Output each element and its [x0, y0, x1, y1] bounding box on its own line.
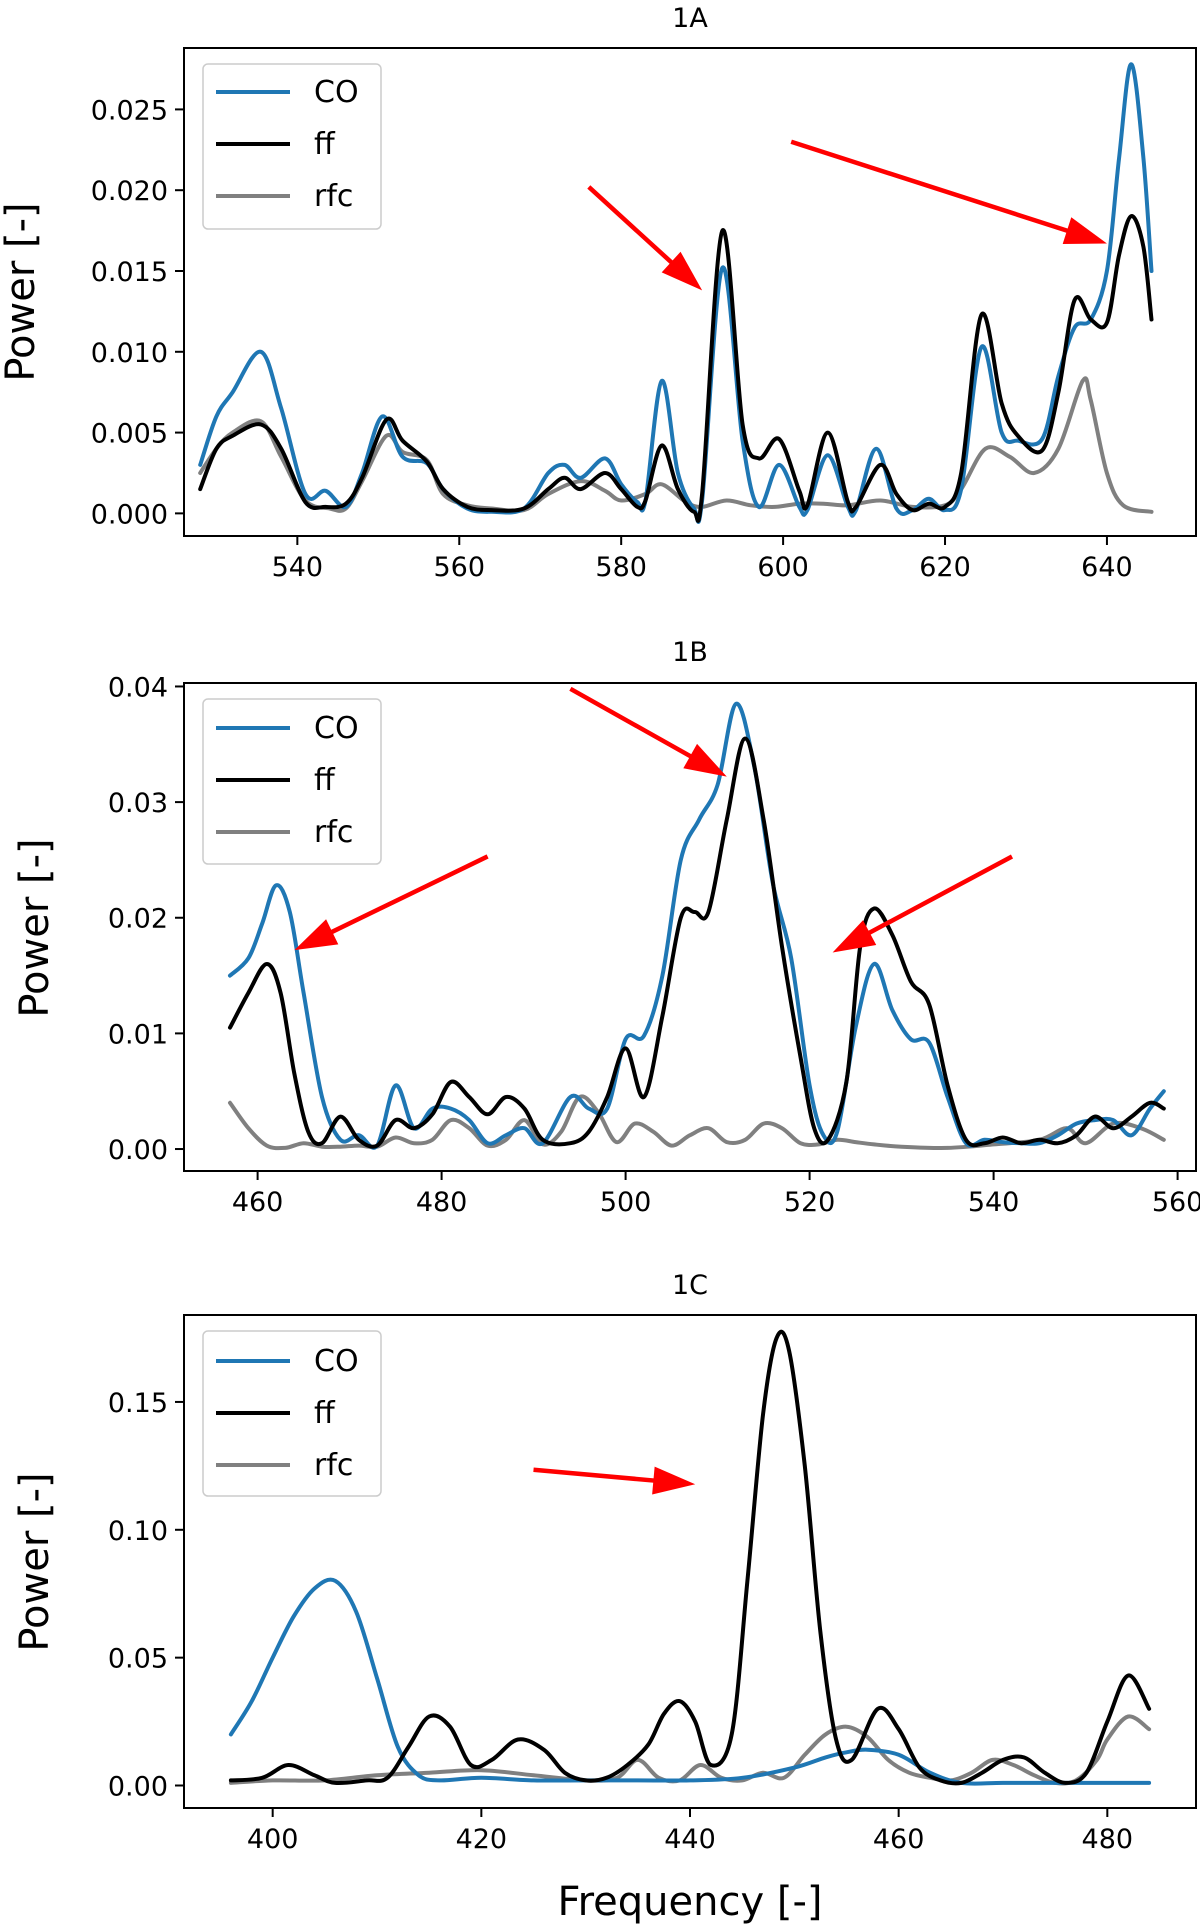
- legend-label-rfc-1a: rfc: [314, 179, 353, 214]
- legend-1c: CO ff rfc: [202, 1330, 382, 1497]
- panel-1b: 1B Power [-] 460 480 500 520 540 560 0.00 0.01…: [12, 637, 1200, 1218]
- y-tick-label-1a: 0.010: [91, 338, 168, 369]
- y-tick-label-1a: 0.005: [91, 419, 168, 450]
- legend-label-rfc-1b: rfc: [314, 815, 353, 850]
- series-line-ff-1a: [198, 214, 1154, 523]
- x-tick-label-1c: 480: [1082, 1824, 1134, 1855]
- legend-label-ff-1a: ff: [314, 127, 336, 162]
- x-tick-label-1c: 400: [247, 1824, 299, 1855]
- y-tick-label-1c: 0.00: [108, 1771, 168, 1802]
- annotation-arrow-head: [683, 743, 727, 777]
- plot-frame-1b: [183, 682, 1197, 1172]
- series-line-rfc-1a: [198, 376, 1154, 514]
- x-tick-label-1a: 560: [433, 552, 485, 583]
- panel-1a: 1A Power [-] 540 560 580 600 620 640 0.0000.0…: [0, 3, 1197, 583]
- x-tick-label-1c: 420: [456, 1824, 508, 1855]
- chart-title-1c: 1C: [672, 1270, 708, 1301]
- annotation-arrow-head: [661, 251, 703, 291]
- y-tick-label-1b: 0.03: [108, 788, 168, 819]
- legend-label-ff-1b: ff: [314, 763, 336, 798]
- series-line-ff-1c: [228, 1329, 1152, 1786]
- x-tick-label-1a: 620: [919, 552, 971, 583]
- y-tick-label-1b: 0.00: [108, 1135, 168, 1166]
- annotation-arrow-shaft: [533, 1467, 656, 1483]
- annotation-arrows-1a: [587, 139, 1107, 291]
- y-tick-label-1b: 0.02: [108, 904, 168, 935]
- y-tick-label-1c: 0.05: [108, 1644, 168, 1675]
- y-tick-label-1a: 0.025: [91, 95, 168, 126]
- y-ticks-1b: 0.00 0.01 0.02 0.03 0.04: [108, 672, 184, 1166]
- y-axis-label-1c: Power [-]: [12, 1472, 58, 1651]
- legend-label-rfc-1c: rfc: [314, 1448, 353, 1483]
- annotation-arrow-head: [1062, 217, 1107, 244]
- x-tick-label-1b: 520: [784, 1187, 836, 1218]
- legend-1b: CO ff rfc: [202, 698, 382, 865]
- x-tick-label-1c: 460: [873, 1824, 925, 1855]
- x-tick-label-1b: 480: [416, 1187, 468, 1218]
- legend-label-co-1c: CO: [314, 1344, 359, 1379]
- y-axis-label-1b: Power [-]: [12, 838, 58, 1017]
- series-lines-1b: [228, 701, 1166, 1151]
- annotation-arrow-shaft: [587, 185, 675, 266]
- legend-box-1c: [202, 1330, 382, 1497]
- annotation-arrow-head: [652, 1466, 696, 1495]
- x-tick-label-1b: 540: [968, 1187, 1020, 1218]
- x-tick-label-1a: 580: [595, 552, 647, 583]
- y-tick-label-1a: 0.000: [91, 499, 168, 530]
- y-axis-label-1a: Power [-]: [0, 202, 44, 381]
- annotation-arrows-1b: [294, 686, 1014, 953]
- x-tick-label-1a: 540: [272, 552, 324, 583]
- annotation-arrow-shaft: [866, 854, 1014, 936]
- annotation-arrow-head: [832, 920, 877, 953]
- legend-label-co-1b: CO: [314, 711, 359, 746]
- annotation-arrow-shaft: [329, 854, 489, 935]
- x-tick-label-1b: 560: [1152, 1187, 1200, 1218]
- series-line-co-1c: [228, 1577, 1152, 1786]
- x-tick-label-1b: 500: [600, 1187, 652, 1218]
- x-tick-label-1a: 600: [757, 552, 809, 583]
- x-tick-label-1a: 640: [1081, 552, 1133, 583]
- legend-box-1a: [202, 63, 382, 230]
- annotation-arrow-shaft: [790, 139, 1070, 234]
- y-ticks-1a: 0.000 0.005 0.010 0.015 0.020 0.025: [91, 95, 184, 530]
- x-tick-label-1c: 440: [664, 1824, 716, 1855]
- plot-frame-1a: [183, 47, 1197, 537]
- y-tick-label-1a: 0.020: [91, 176, 168, 207]
- series-lines-1c: [228, 1329, 1152, 1786]
- legend-label-ff-1c: ff: [314, 1396, 336, 1431]
- chart-title-1b: 1B: [672, 637, 708, 668]
- series-line-rfc-1b: [228, 1094, 1166, 1151]
- y-ticks-1c: 0.00 0.05 0.10 0.15: [108, 1388, 184, 1802]
- legend-label-co-1a: CO: [314, 75, 359, 110]
- x-ticks-1b: 460 480 500 520 540 560: [232, 1171, 1200, 1218]
- x-ticks-1c: 400 420 440 460 480: [247, 1808, 1133, 1855]
- y-tick-label-1a: 0.015: [91, 257, 168, 288]
- annotation-arrow-head: [294, 919, 339, 951]
- x-axis-label-1c: Frequency [-]: [558, 1879, 823, 1925]
- legend-box-1b: [202, 698, 382, 865]
- panel-1c: 1C Power [-] Frequency [-] 400 420 440 460 4…: [12, 1270, 1197, 1925]
- y-tick-label-1c: 0.10: [108, 1516, 168, 1547]
- series-line-ff-1b: [228, 736, 1166, 1149]
- annotation-arrow-shaft: [569, 686, 694, 760]
- y-tick-label-1c: 0.15: [108, 1388, 168, 1419]
- chart-title-1a: 1A: [672, 3, 708, 34]
- x-ticks-1a: 540 560 580 600 620 640: [272, 536, 1133, 583]
- series-line-rfc-1c: [228, 1714, 1152, 1786]
- legend-1a: CO ff rfc: [202, 63, 382, 230]
- series-lines-1a: [198, 62, 1154, 524]
- x-tick-label-1b: 460: [232, 1187, 284, 1218]
- y-tick-label-1b: 0.01: [108, 1019, 168, 1050]
- y-tick-label-1b: 0.04: [108, 672, 168, 703]
- plot-frame-1c: [183, 1314, 1197, 1809]
- series-line-co-1a: [198, 62, 1154, 524]
- annotation-arrows-1c: [533, 1466, 696, 1495]
